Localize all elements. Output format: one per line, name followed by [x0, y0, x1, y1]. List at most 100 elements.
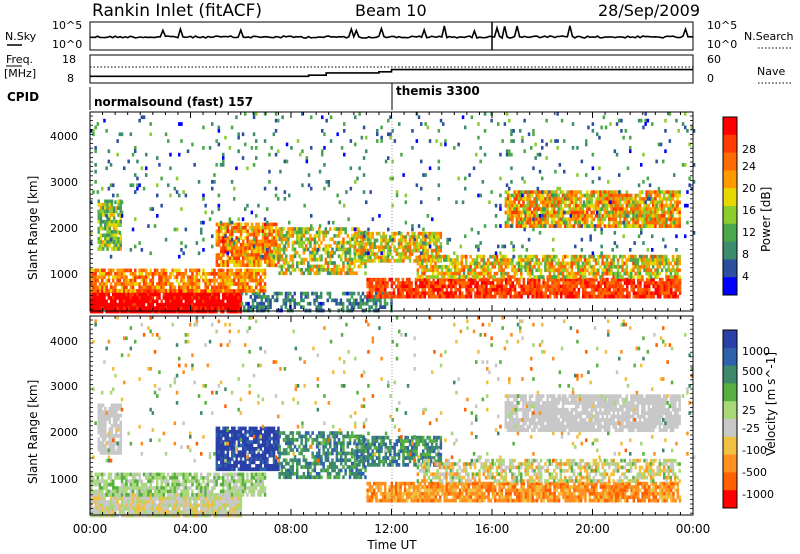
heatmap-cell [145, 278, 148, 283]
heatmap-cell [605, 207, 609, 211]
heatmap-cell [134, 217, 137, 222]
heatmap-cell [393, 245, 396, 250]
heatmap-cell [204, 275, 207, 280]
heatmap-cell [298, 261, 301, 265]
heatmap-cell [335, 268, 339, 272]
heatmap-cell [454, 277, 457, 282]
heatmap-cell [411, 248, 414, 253]
heatmap-cell [169, 289, 172, 293]
heatmap-cell [261, 254, 265, 259]
heatmap-cell [622, 135, 625, 140]
heatmap-cell [460, 268, 464, 273]
heatmap-cell [643, 220, 646, 225]
heatmap-cell [248, 285, 251, 290]
heatmap-cell [222, 249, 225, 254]
heatmap-cell [447, 277, 451, 282]
heatmap-cell [538, 231, 542, 235]
heatmap-cell [546, 265, 549, 269]
heatmap-cell [603, 261, 607, 266]
heatmap-cell [590, 271, 593, 276]
heatmap-cell [149, 309, 152, 314]
heatmap-cell [520, 271, 523, 276]
heatmap-cell [557, 193, 560, 198]
heatmap-cell [597, 254, 600, 259]
heatmap-cell [408, 252, 412, 256]
heatmap-cell [389, 132, 392, 137]
heatmap-cell [211, 244, 214, 249]
heatmap-cell [379, 288, 383, 292]
heatmap-cell [105, 309, 108, 314]
heatmap-cell [674, 203, 677, 208]
heatmap-cell [612, 207, 615, 211]
heatmap-cell [255, 229, 258, 234]
heatmap-cell [509, 275, 512, 279]
heatmap-cell [123, 302, 126, 307]
heatmap-cell [106, 219, 109, 224]
heatmap-cell [632, 220, 635, 225]
heatmap-cell [406, 284, 409, 289]
heatmap-cell [615, 294, 618, 299]
heatmap-cell [546, 258, 549, 262]
heatmap-cell [667, 193, 670, 198]
heatmap-cell [267, 295, 270, 299]
heatmap-cell [239, 278, 243, 283]
heatmap-cell [610, 291, 614, 296]
heatmap-cell [548, 203, 552, 208]
heatmap-cell [237, 309, 240, 314]
heatmap-cell [660, 224, 664, 228]
heatmap-cell [429, 254, 433, 259]
heatmap-cell [320, 240, 323, 245]
heatmap-cell [440, 254, 444, 259]
heatmap-cell [222, 278, 225, 283]
heatmap-cell [388, 277, 391, 282]
heatmap-cell [478, 291, 482, 296]
heatmap-cell [202, 289, 205, 293]
heatmap-cell [280, 227, 284, 231]
heatmap-cell [228, 278, 232, 283]
heatmap-cell [636, 200, 640, 205]
heatmap-cell [94, 149, 97, 154]
heatmap-cell [252, 289, 256, 293]
heatmap-cell [480, 277, 484, 282]
heatmap-cell [266, 263, 269, 268]
heatmap-cell [116, 309, 119, 314]
heatmap-cell [224, 289, 227, 293]
heatmap-cell [374, 301, 378, 306]
heatmap-cell [462, 271, 466, 276]
heatmap-cell [654, 288, 658, 292]
heatmap-cell [507, 288, 510, 292]
heatmap-cell [570, 217, 574, 222]
heatmap-cell [643, 254, 646, 259]
heatmap-cell [391, 255, 394, 260]
heatmap-cell [540, 288, 543, 292]
heatmap-cell [658, 258, 662, 262]
heatmap-cell [437, 159, 441, 164]
heatmap-cell [151, 207, 155, 211]
heatmap-cell [101, 226, 105, 231]
heatmap-cell [415, 238, 418, 243]
heatmap-cell [267, 305, 270, 309]
heatmap-cell [594, 275, 598, 279]
heatmap-cell [522, 284, 526, 289]
heatmap-cell [239, 309, 243, 314]
heatmap-cell [138, 118, 141, 123]
heatmap-cell [518, 281, 521, 285]
heatmap-cell [380, 242, 383, 246]
heatmap-cell [539, 197, 543, 201]
heatmap-cell [542, 203, 545, 208]
heatmap-cell [226, 289, 229, 293]
heatmap-cell [231, 249, 234, 254]
heatmap-cell [535, 190, 538, 194]
heatmap-cell [326, 271, 330, 276]
heatmap-cell [416, 268, 420, 273]
heatmap-cell [211, 180, 214, 184]
heatmap-cell [300, 230, 303, 235]
heatmap-cell [147, 302, 150, 307]
heatmap-cell [125, 309, 128, 314]
heatmap-cell [369, 248, 372, 253]
heatmap-cell [643, 207, 646, 211]
heatmap-cell [230, 125, 234, 130]
heatmap-cell [107, 289, 111, 293]
heatmap-cell [362, 231, 366, 235]
heatmap-cell [231, 260, 234, 264]
